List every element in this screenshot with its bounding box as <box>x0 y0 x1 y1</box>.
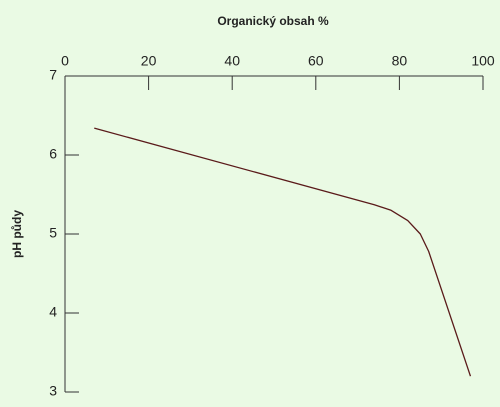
y-tick-label: 6 <box>49 146 57 162</box>
x-tick-label: 60 <box>308 53 324 69</box>
x-tick-label: 80 <box>392 53 408 69</box>
x-tick-label: 40 <box>224 53 240 69</box>
x-tick-label: 100 <box>471 53 495 69</box>
y-axis-label: pH půdy <box>10 210 24 258</box>
data-line <box>94 127 472 377</box>
y-tick-label: 3 <box>49 383 57 399</box>
x-tick-label: 20 <box>141 53 157 69</box>
y-tick-label: 7 <box>49 67 57 83</box>
x-tick-label: 0 <box>61 53 69 69</box>
y-tick-label: 5 <box>49 225 57 241</box>
y-tick-label: 4 <box>49 304 57 320</box>
chart-title: Organický obsah % <box>217 14 329 28</box>
